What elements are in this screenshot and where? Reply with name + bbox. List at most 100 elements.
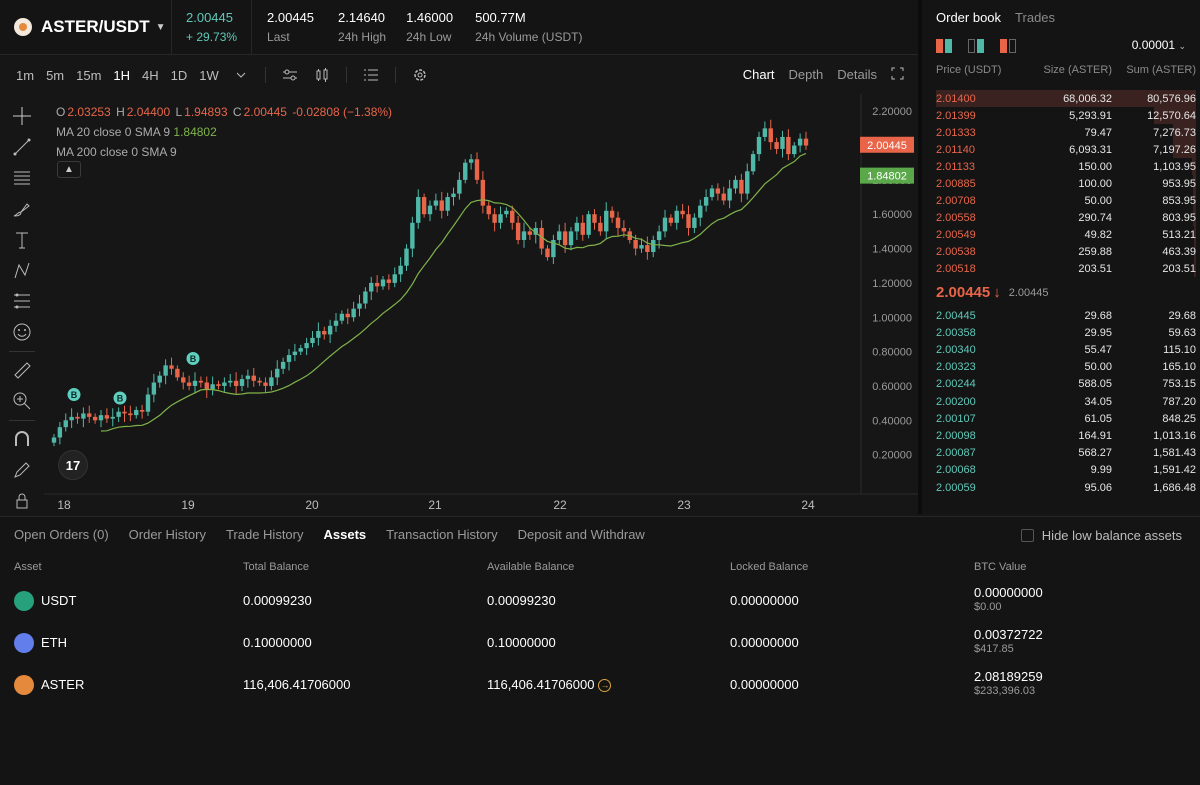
buy-marker[interactable]: B [67,388,81,402]
interval-1w[interactable]: 1W [199,67,219,83]
bid-sum: 753.15 [1162,378,1196,391]
ask-row[interactable]: 2.01133 150.00 1,103.95 [936,158,1196,175]
stat-24h-low: 1.46000 24h Low [406,0,453,54]
ma20-legend[interactable]: MA 20 close 0 SMA 9 1.84802 [56,122,394,142]
fib-icon[interactable] [9,289,35,315]
current-price: 2.00445 [186,10,233,25]
emoji-icon[interactable] [9,319,35,345]
bid-row[interactable]: 2.00098 164.91 1,013.16 [936,427,1196,444]
tab-order-history[interactable]: Order History [128,527,206,542]
ask-row[interactable]: 2.01333 79.47 7,276.73 [936,124,1196,141]
available-balance-cell: 0.00099230 [487,593,556,608]
tab-details[interactable]: Details [837,67,877,82]
hide-low-checkbox[interactable] [1020,529,1034,542]
tab-assets[interactable]: Assets [323,527,367,542]
ma200-legend[interactable]: MA 200 close 0 SMA 9 [56,145,177,159]
ask-row[interactable]: 2.01140 6,093.31 7,197.26 [936,141,1196,158]
tab-transaction-history[interactable]: Transaction History [386,527,498,542]
locked-balance: 0.00000000 [730,593,799,608]
fullscreen-icon[interactable] [891,67,904,83]
collapse-legend-button[interactable]: ▲ [57,161,81,178]
bid-row[interactable]: 2.00107 61.05 848.25 [936,410,1196,427]
bid-size: 164.91 [1078,429,1112,442]
hide-low-balance-toggle[interactable]: Hide low balance assets [1020,528,1182,543]
ask-row[interactable]: 2.01400 68,006.32 80,576.96 [936,90,1196,107]
interval-1h[interactable]: 1H [113,67,131,83]
tab-deposit-withdraw[interactable]: Deposit and Withdraw [517,527,645,542]
ask-row[interactable]: 2.00558 290.74 803.95 [936,209,1196,226]
candle-body [786,136,791,155]
account-panel: Open Orders (0) Order History Trade Hist… [0,516,1200,785]
market-header: ASTER/USDT ▼ 2.00445 + 29.73% 2.00445 Las… [0,0,918,55]
pair-selector[interactable]: ASTER/USDT ▼ [0,0,172,54]
interval-5m[interactable]: 5m [46,67,65,83]
ask-sum: 12,570.64 [1147,109,1196,122]
interval-4h[interactable]: 4H [142,67,159,83]
bid-row[interactable]: 2.00340 55.47 115.10 [936,341,1196,358]
tool-divider [9,351,35,353]
col-price: Price (USDT) [936,64,1002,76]
candle-body [586,214,591,235]
bid-row[interactable]: 2.00358 29.95 59.63 [936,324,1196,341]
ask-row[interactable]: 2.00708 50.00 853.95 [936,192,1196,209]
tick-size-select[interactable]: 0.00001 ⌄ [1132,38,1186,52]
asset-row[interactable]: USDT 0.00099230 0.00099230 0.00000000 0.… [0,581,1200,621]
interval-1m[interactable]: 1m [16,67,35,83]
candlestick-chart[interactable]: 2.200002.000001.800001.600001.400001.200… [44,94,918,514]
lock-icon[interactable] [9,488,35,514]
tradingview-logo-icon[interactable]: 17 [58,450,88,480]
bid-row[interactable]: 2.00244 588.05 753.15 [936,376,1196,393]
interval-15m[interactable]: 15m [76,67,102,83]
arrow-right-circle-icon[interactable]: → [598,679,612,693]
asks-view-icon[interactable] [1000,39,1016,53]
ruler-icon[interactable] [9,357,35,383]
buy-marker[interactable]: B [186,351,200,365]
both-sides-view-icon[interactable] [936,39,952,53]
tab-depth[interactable]: Depth [788,67,824,82]
ask-price: 2.00708 [936,194,976,207]
tab-open-orders[interactable]: Open Orders (0) [14,527,109,542]
candle-body [468,159,474,163]
bid-row[interactable]: 2.00087 568.27 1,581.43 [936,445,1196,462]
tab-trade-history[interactable]: Trade History [225,527,304,542]
bid-row[interactable]: 2.00200 34.05 787.20 [936,393,1196,410]
brush-icon[interactable] [9,196,35,222]
ask-row[interactable]: 2.00549 49.82 513.21 [936,226,1196,243]
text-tool-icon[interactable] [9,227,35,253]
bid-price: 2.00340 [936,343,976,356]
chevron-down-icon[interactable] [229,63,253,87]
y-tick-label: 1.20000 [872,278,912,290]
pencil-lock-icon[interactable] [9,457,35,483]
template-list-icon[interactable] [359,63,383,87]
candle-type-icon[interactable] [310,63,334,87]
bid-row[interactable]: 2.00068 9.99 1,591.42 [936,462,1196,479]
ask-row[interactable]: 2.00518 203.51 203.51 [936,260,1196,277]
buy-marker[interactable]: B [113,391,127,405]
ask-row[interactable]: 2.00538 259.88 463.39 [936,243,1196,260]
pattern-icon[interactable] [9,258,35,284]
magnet-icon[interactable] [9,426,35,452]
asset-row[interactable]: ASTER 116,406.41706000 116,406.41706000 →… [0,665,1200,705]
bid-row[interactable]: 2.00059 95.06 1,686.48 [936,479,1196,496]
ask-row[interactable]: 2.00885 100.00 953.95 [936,175,1196,192]
tab-order-book[interactable]: Order book [936,10,1002,25]
tab-chart[interactable]: Chart [742,67,775,82]
tab-trades[interactable]: Trades [1015,10,1056,25]
order-book-panel: Order book Trades 0.00001 ⌄ Price (USDT)… [922,0,1200,514]
bid-row[interactable]: 2.00323 50.00 165.10 [936,359,1196,376]
candle-body [680,210,685,215]
crosshair-icon[interactable] [9,103,35,129]
bids-view-icon[interactable] [968,39,984,53]
asset-row[interactable]: ETH 0.10000000 0.10000000 0.00000000 0.0… [0,623,1200,663]
interval-1d[interactable]: 1D [170,67,188,83]
bid-row[interactable]: 2.00445 29.68 29.68 [936,307,1196,324]
trendline-icon[interactable] [9,134,35,160]
horizontal-lines-icon[interactable] [9,165,35,191]
depth-bar [1172,141,1196,158]
indicators-icon[interactable] [278,63,302,87]
settings-gear-icon[interactable] [408,63,432,87]
candle-body [645,245,650,252]
ask-row[interactable]: 2.01399 5,293.91 12,570.64 [936,107,1196,124]
candle-body [421,197,427,215]
zoom-in-icon[interactable] [9,388,35,414]
